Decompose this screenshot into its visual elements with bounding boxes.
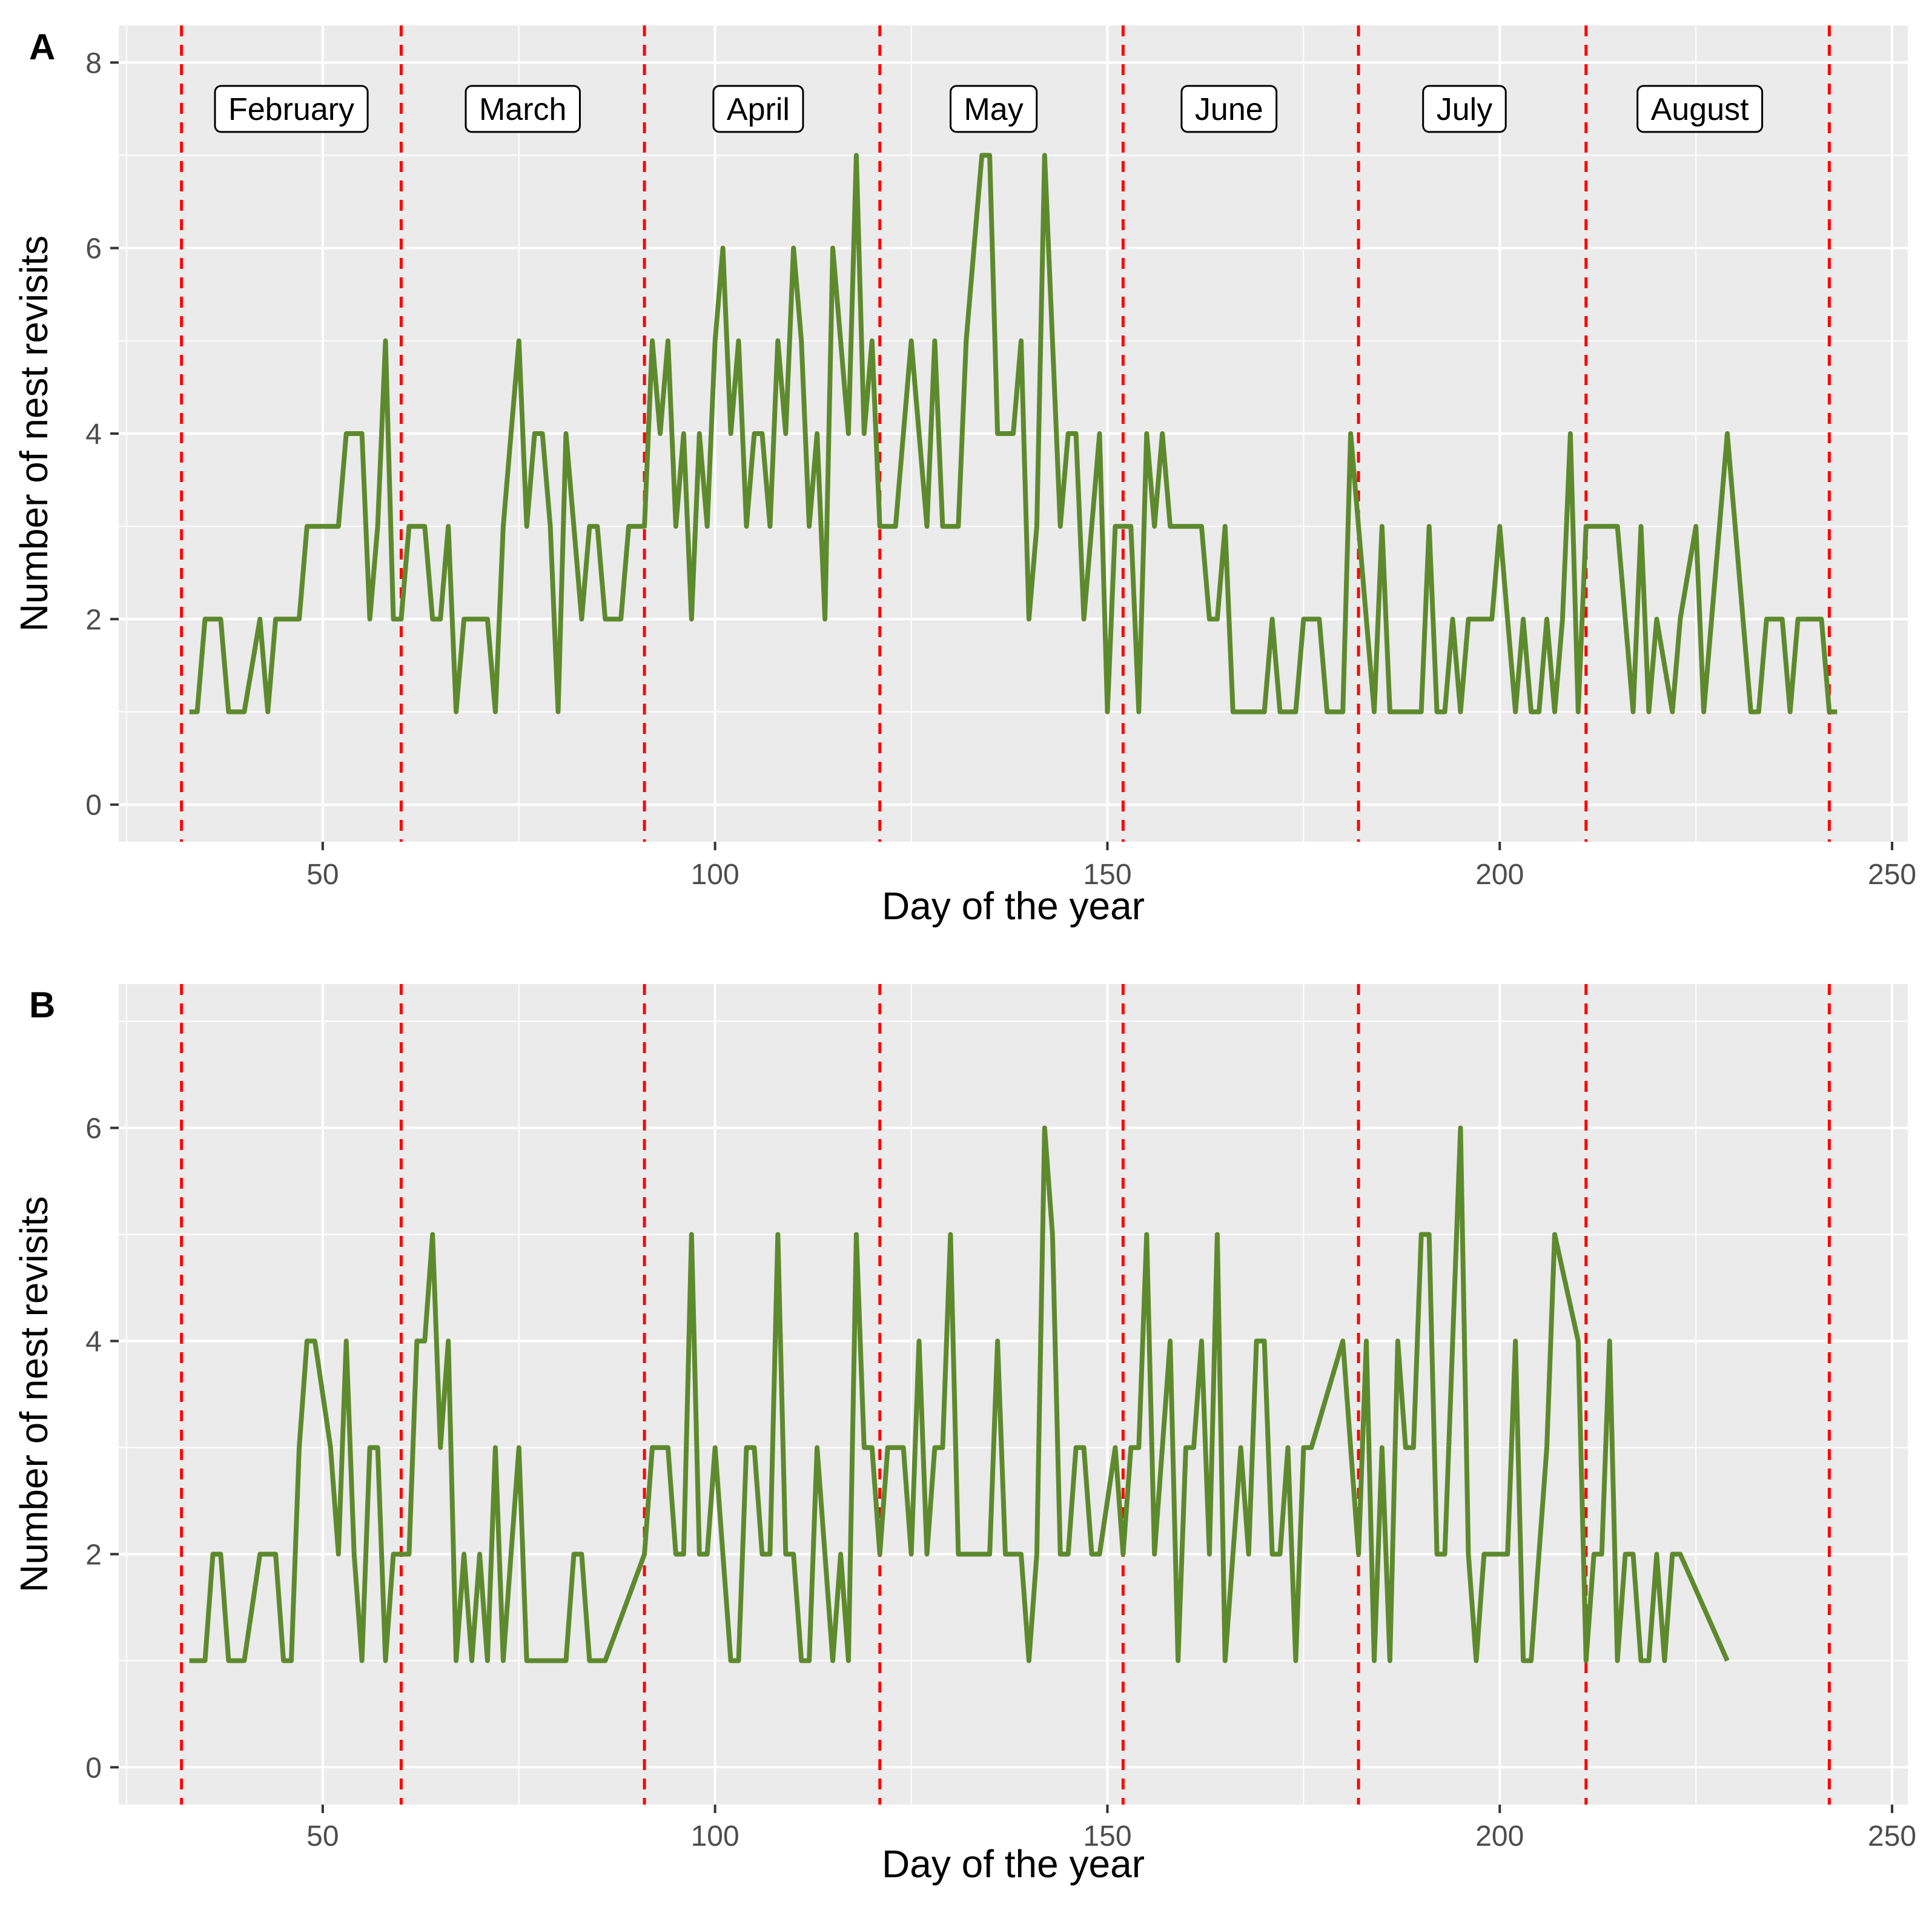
month-label-text: March [479, 92, 566, 127]
month-label-box [1636, 85, 1764, 133]
y-tick-label: 8 [85, 47, 102, 79]
month-label-text: May [964, 92, 1023, 127]
month-label-march: March [465, 85, 581, 133]
x-tick-label: 50 [306, 859, 339, 891]
y-axis-title: Number of nest revisits [12, 1196, 56, 1592]
x-axis-title: Day of the year [882, 884, 1145, 928]
month-label-box [465, 85, 581, 133]
month-label-june: June [1180, 85, 1278, 133]
month-label-july: July [1422, 85, 1507, 133]
y-tick-label: 0 [85, 790, 102, 822]
month-label-text: February [228, 92, 354, 127]
y-tick-label: 2 [85, 1539, 102, 1571]
panel-a: February March April May June July August 50 100… [12, 25, 1916, 928]
y-axis-title: Number of nest revisits [12, 236, 56, 632]
y-tick-label: 6 [85, 1113, 102, 1145]
month-label-text: June [1195, 92, 1263, 127]
panel-b-background [119, 984, 1908, 1805]
y-tick-label: 6 [85, 233, 102, 265]
panel-tag: B [29, 985, 55, 1025]
month-label-august: August [1636, 85, 1764, 133]
month-label-box [214, 85, 369, 133]
y-tick-label: 4 [85, 1326, 102, 1358]
month-label-box [1422, 85, 1507, 133]
series-line [189, 153, 1838, 715]
month-label-box [949, 85, 1038, 133]
x-tick-label: 200 [1475, 859, 1524, 891]
panel-tag: A [29, 27, 55, 67]
x-tick-label: 250 [1868, 859, 1916, 891]
series-line [189, 1125, 1730, 1663]
month-label-may: May [949, 85, 1038, 133]
month-label-text: July [1437, 92, 1492, 127]
y-tick-label: 0 [85, 1752, 102, 1784]
x-tick-label: 150 [1083, 859, 1131, 891]
month-label-february: February [214, 85, 369, 133]
month-label-text: April [727, 92, 790, 127]
x-tick-label: 250 [1868, 1820, 1916, 1852]
x-tick-label: 100 [691, 859, 739, 891]
x-tick-label: 200 [1475, 1820, 1524, 1852]
x-tick-label: 150 [1083, 1820, 1131, 1852]
y-tick-label: 4 [85, 418, 102, 451]
y-tick-label: 2 [85, 604, 102, 636]
month-label-box [712, 85, 804, 133]
month-label-april: April [712, 85, 804, 133]
panel-b: 50 100 150 200 250 0 2 4 6 Day of the year Number … [12, 984, 1916, 1886]
x-tick-label: 50 [306, 1820, 339, 1852]
x-tick-label: 100 [691, 1820, 739, 1852]
month-label-box [1180, 85, 1278, 133]
x-axis-title: Day of the year [882, 1842, 1145, 1886]
month-label-text: August [1651, 92, 1749, 127]
